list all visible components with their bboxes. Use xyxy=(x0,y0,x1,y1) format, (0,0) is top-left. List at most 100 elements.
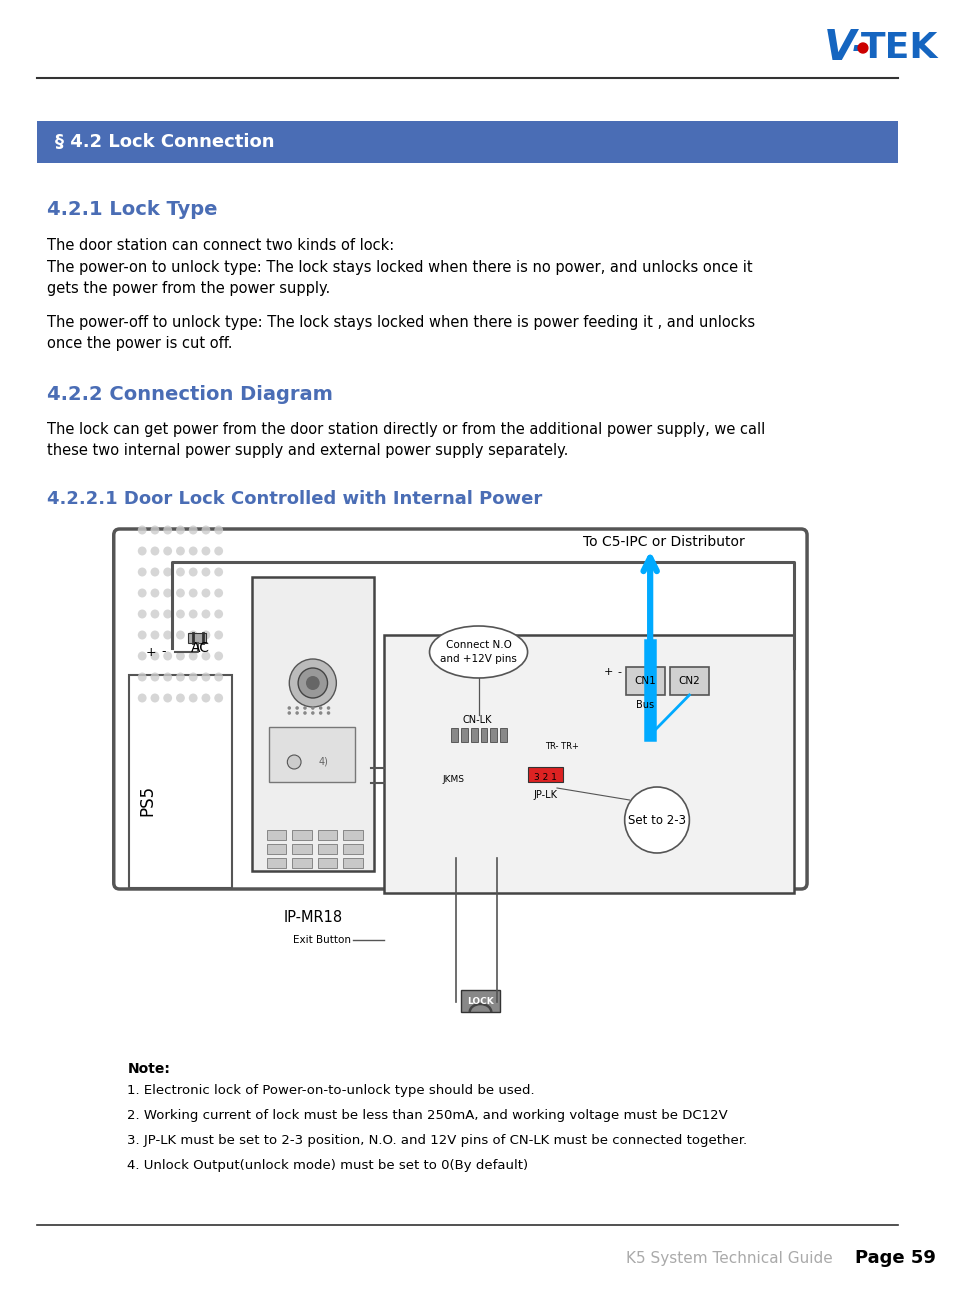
Circle shape xyxy=(163,631,172,640)
Circle shape xyxy=(176,588,185,597)
Circle shape xyxy=(151,610,159,619)
Bar xyxy=(527,767,562,782)
Circle shape xyxy=(176,526,185,535)
Circle shape xyxy=(201,672,210,681)
Circle shape xyxy=(327,711,330,715)
Bar xyxy=(343,859,362,868)
Text: +: + xyxy=(602,667,612,677)
Circle shape xyxy=(189,567,197,576)
Bar xyxy=(188,633,206,644)
Circle shape xyxy=(201,694,210,702)
Circle shape xyxy=(311,711,314,715)
Text: 3. JP-LK must be set to 2-3 position, N.O. and 12V pins of CN-LK must be connect: 3. JP-LK must be set to 2-3 position, N.… xyxy=(128,1134,747,1147)
Circle shape xyxy=(137,672,147,681)
Text: V-: V- xyxy=(822,27,869,69)
Text: The power-on to unlock type: The lock stays locked when there is no power, and u: The power-on to unlock type: The lock st… xyxy=(47,260,752,297)
Circle shape xyxy=(287,706,291,710)
Circle shape xyxy=(287,711,291,715)
Bar xyxy=(343,830,362,840)
Bar xyxy=(37,120,898,163)
Circle shape xyxy=(311,706,314,710)
Bar xyxy=(292,844,312,853)
Circle shape xyxy=(201,610,210,619)
Text: PS5: PS5 xyxy=(138,785,156,816)
Circle shape xyxy=(295,711,298,715)
Text: Connect N.O
and +12V pins: Connect N.O and +12V pins xyxy=(439,641,517,663)
Text: Exit Button: Exit Button xyxy=(293,935,351,945)
Circle shape xyxy=(163,610,172,619)
Text: TEK: TEK xyxy=(861,31,938,65)
Circle shape xyxy=(189,588,197,597)
Text: -: - xyxy=(618,667,621,677)
Circle shape xyxy=(214,651,223,660)
Text: Set to 2-3: Set to 2-3 xyxy=(627,813,685,826)
Circle shape xyxy=(201,588,210,597)
Bar xyxy=(470,728,477,742)
Text: CN1: CN1 xyxy=(634,676,656,686)
Circle shape xyxy=(189,694,197,702)
Circle shape xyxy=(214,546,223,556)
Circle shape xyxy=(189,526,197,535)
FancyBboxPatch shape xyxy=(252,578,374,872)
Bar xyxy=(625,667,664,695)
Circle shape xyxy=(214,610,223,619)
Circle shape xyxy=(151,672,159,681)
Text: § 4.2 Lock Connection: § 4.2 Lock Connection xyxy=(55,133,274,152)
Text: Note:: Note: xyxy=(128,1062,171,1076)
Circle shape xyxy=(137,631,147,640)
Circle shape xyxy=(297,668,327,698)
Circle shape xyxy=(151,631,159,640)
Text: 1. Electronic lock of Power-on-to-unlock type should be used.: 1. Electronic lock of Power-on-to-unlock… xyxy=(128,1084,535,1097)
Text: 4.2.1 Lock Type: 4.2.1 Lock Type xyxy=(47,199,217,219)
Circle shape xyxy=(137,610,147,619)
Text: 4. Unlock Output(unlock mode) must be set to 0(By default): 4. Unlock Output(unlock mode) must be se… xyxy=(128,1159,528,1172)
Bar xyxy=(451,728,457,742)
Circle shape xyxy=(163,546,172,556)
Circle shape xyxy=(189,651,197,660)
Text: K5 System Technical Guide: K5 System Technical Guide xyxy=(625,1251,832,1265)
Circle shape xyxy=(176,651,185,660)
Circle shape xyxy=(176,610,185,619)
Circle shape xyxy=(176,631,185,640)
Circle shape xyxy=(163,694,172,702)
Text: TR- TR+: TR- TR+ xyxy=(544,742,578,751)
Text: CN-LK: CN-LK xyxy=(462,715,492,725)
Circle shape xyxy=(303,706,307,710)
Circle shape xyxy=(137,694,147,702)
Bar xyxy=(269,726,355,782)
Ellipse shape xyxy=(429,625,527,679)
Circle shape xyxy=(318,711,322,715)
Text: Bus: Bus xyxy=(636,701,654,710)
Circle shape xyxy=(214,588,223,597)
Bar xyxy=(317,859,337,868)
Bar xyxy=(267,830,286,840)
Text: AC: AC xyxy=(191,641,210,655)
Circle shape xyxy=(214,567,223,576)
Circle shape xyxy=(189,631,197,640)
Bar xyxy=(499,728,506,742)
Bar xyxy=(460,728,467,742)
Bar xyxy=(267,844,286,853)
Circle shape xyxy=(189,546,197,556)
Text: 4.2.2 Connection Diagram: 4.2.2 Connection Diagram xyxy=(47,385,333,404)
Bar xyxy=(267,859,286,868)
Circle shape xyxy=(163,588,172,597)
Circle shape xyxy=(189,610,197,619)
Circle shape xyxy=(318,706,322,710)
Circle shape xyxy=(624,787,689,853)
Circle shape xyxy=(151,588,159,597)
Circle shape xyxy=(857,43,867,53)
Circle shape xyxy=(137,651,147,660)
Text: Page 59: Page 59 xyxy=(854,1248,935,1267)
Circle shape xyxy=(163,526,172,535)
Text: 2. Working current of lock must be less than 250mA, and working voltage must be : 2. Working current of lock must be less … xyxy=(128,1109,727,1121)
Circle shape xyxy=(137,567,147,576)
Text: 4): 4) xyxy=(318,758,328,767)
Circle shape xyxy=(137,546,147,556)
Circle shape xyxy=(176,567,185,576)
Bar xyxy=(460,989,499,1011)
Text: To C5-IPC or Distributor: To C5-IPC or Distributor xyxy=(583,535,744,549)
Circle shape xyxy=(295,706,298,710)
Circle shape xyxy=(201,567,210,576)
Circle shape xyxy=(151,567,159,576)
